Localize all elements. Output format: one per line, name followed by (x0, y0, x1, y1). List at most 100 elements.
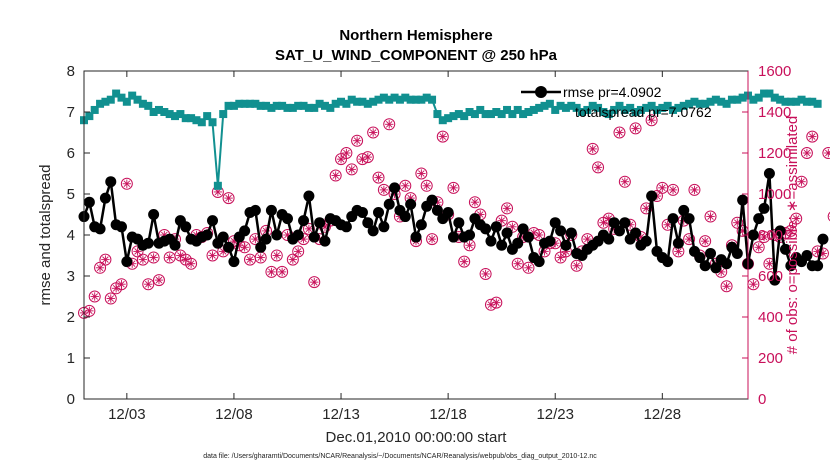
obs-possible-point (511, 257, 524, 270)
obs-assimilated-point (208, 251, 217, 260)
rmse-point (169, 239, 181, 251)
obs-possible-point (667, 183, 680, 196)
totalspread-point (808, 97, 817, 106)
obs-assimilated-point (106, 294, 115, 303)
y-right-tick-label: 1000 (758, 186, 791, 203)
obs-assimilated-point (176, 251, 185, 260)
totalspread-point (701, 99, 710, 108)
y-axis-label: rmse and totalspread (37, 165, 54, 306)
obs-possible-point (99, 253, 112, 266)
totalspread-point (524, 108, 533, 116)
totalspread-point (208, 118, 217, 127)
obs-possible-point (592, 161, 605, 174)
rmse-point (415, 219, 427, 231)
obs-assimilated-point (700, 236, 710, 246)
x-tick-label: 12/13 (322, 406, 360, 423)
rmse-point (496, 239, 508, 251)
obs-assimilated-point (101, 255, 110, 264)
totalspread-point (219, 110, 228, 119)
y-right-tick-label: 600 (758, 268, 783, 285)
rmse-point (705, 247, 717, 259)
x-tick-label: 12/18 (429, 406, 467, 423)
obs-possible-point (420, 179, 433, 192)
rmse-point (785, 260, 797, 272)
rmse-point (121, 256, 133, 268)
obs-assimilated-point (797, 177, 806, 186)
rmse-point (260, 233, 272, 245)
totalspread-point (342, 99, 351, 108)
obs-assimilated-point (95, 263, 105, 272)
obs-assimilated-point (363, 152, 373, 162)
obs-assimilated-point (824, 148, 830, 158)
totalspread-point (711, 95, 720, 104)
totalspread-point (224, 101, 233, 110)
rmse-point (115, 221, 127, 233)
totalspread-point (658, 103, 667, 112)
obs-assimilated-point (336, 154, 346, 164)
totalspread-point (149, 108, 158, 116)
obs-assimilated-point (668, 185, 678, 195)
legend-rmse-marker (535, 86, 547, 98)
obs-possible-point (270, 249, 283, 262)
totalspread-point (454, 110, 463, 119)
rmse-point (298, 215, 310, 227)
obs-assimilated-point (593, 163, 603, 172)
obs-assimilated-point (267, 267, 276, 277)
totalspread-point (299, 101, 308, 110)
obs-possible-point (800, 147, 813, 159)
totalspread-point (229, 101, 238, 110)
obs-possible-point (206, 249, 219, 262)
obs-assimilated-point (572, 261, 581, 270)
rmse-point (464, 229, 476, 241)
totalspread-point (792, 97, 801, 106)
rmse-point (753, 213, 765, 225)
obs-assimilated-point (111, 284, 121, 293)
rmse-point (667, 213, 679, 225)
totalspread-point (213, 181, 222, 190)
rmse-point (603, 233, 615, 245)
obs-assimilated-point (502, 204, 512, 213)
obs-assimilated-point (524, 263, 533, 272)
obs-possible-point (399, 179, 412, 192)
obs-possible-point (120, 177, 133, 190)
obs-possible-point (426, 233, 439, 246)
obs-possible-point (806, 130, 819, 143)
obs-assimilated-point (497, 216, 506, 225)
rmse-point (207, 215, 219, 227)
obs-assimilated-point (620, 177, 630, 186)
obs-assimilated-point (331, 171, 340, 180)
totalspread-point (578, 108, 586, 116)
totalspread-point (567, 101, 576, 110)
totalspread-point (594, 103, 603, 112)
obs-assimilated-point (427, 234, 437, 244)
totalspread-point (519, 110, 528, 119)
rmse-point (271, 229, 283, 241)
obs-possible-point (618, 175, 631, 188)
obs-possible-point (688, 183, 701, 196)
x-tick-label: 12/08 (215, 406, 253, 423)
y-tick-label: 8 (67, 63, 75, 80)
rmse-point (303, 190, 315, 202)
rmse-point (640, 235, 652, 247)
totalspread-point (369, 97, 378, 106)
obs-possible-point (447, 181, 460, 194)
totalspread-point (583, 105, 592, 114)
obs-assimilated-point (347, 165, 356, 174)
rmse-point (485, 235, 497, 247)
rmse-point (410, 231, 422, 243)
totalspread-point (631, 108, 640, 116)
obs-possible-point (501, 202, 514, 215)
rmse-point (453, 217, 465, 229)
totalspread-point (154, 105, 163, 114)
y-right-tick-label: 1200 (758, 145, 791, 162)
obs-assimilated-point (272, 251, 281, 260)
obs-assimilated-point (224, 193, 233, 203)
totalspread-point (572, 103, 581, 112)
totalspread-point (417, 95, 426, 104)
x-tick-label: 12/23 (536, 406, 574, 423)
obs-assimilated-point (759, 232, 769, 242)
y-tick-label: 2 (67, 309, 75, 326)
ticks-layer: 12/03 12/08 12/13 12/18 12/23 12/280123456780… (67, 63, 792, 423)
obs-assimilated-point (438, 132, 447, 141)
rmse-point (678, 204, 690, 216)
